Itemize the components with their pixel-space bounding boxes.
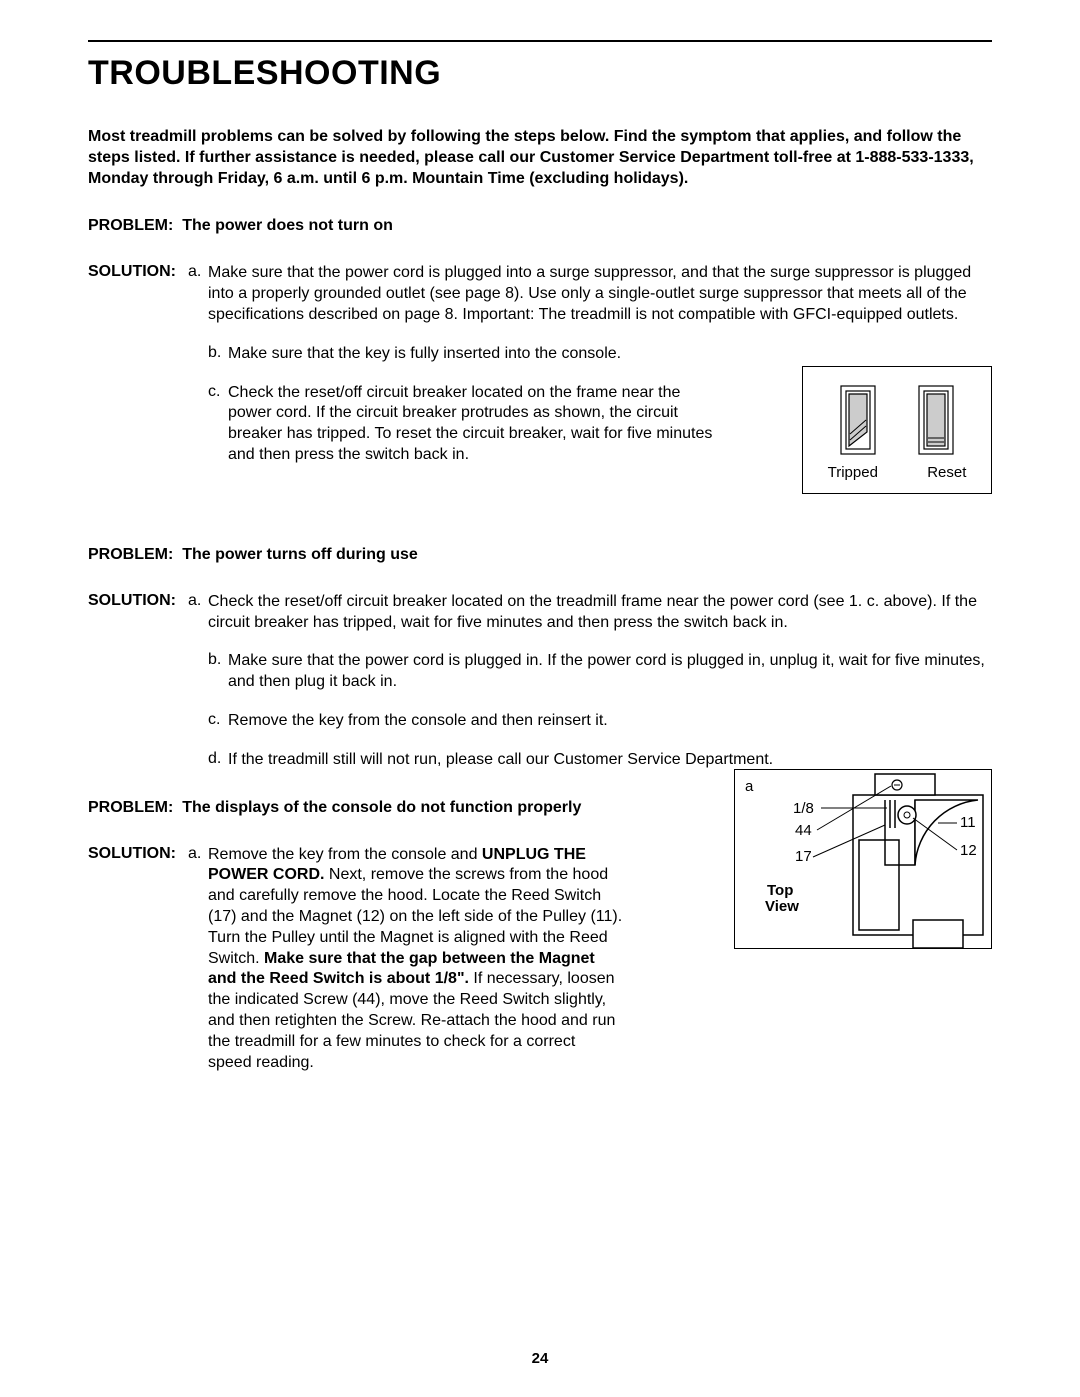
solution-text: Remove the key from the console and UNPL… (208, 845, 623, 1074)
diagram-reed-switch-label: 17 (795, 848, 812, 865)
diagram-letter: a (745, 778, 753, 795)
reset-label: Reset (927, 464, 966, 481)
solution-text: Make sure that the power cord is plugged… (208, 263, 992, 325)
solution-text: Make sure that the key is fully inserted… (228, 344, 992, 365)
problem-1-title: The power does not turn on (182, 217, 393, 234)
solution-letter: d. (208, 750, 228, 768)
problem-2-solution-b: b. Make sure that the power cord is plug… (88, 651, 992, 693)
diagram-magnet-label: 12 (960, 842, 977, 859)
reed-switch-svg (735, 770, 993, 950)
solution-letter: a. (188, 263, 208, 281)
page-title: TROUBLESHOOTING (88, 54, 992, 93)
tripped-switch-icon (839, 384, 877, 456)
problem-label: PROBLEM: (88, 799, 173, 816)
reset-switch-icon (917, 384, 955, 456)
solution-letter: c. (208, 711, 228, 729)
problem-label: PROBLEM: (88, 217, 173, 234)
problem-3-title: The displays of the console do not funct… (182, 799, 581, 816)
diagram-view-label: View (765, 898, 799, 915)
problem-1-solution-a: SOLUTION: a. Make sure that the power co… (88, 263, 992, 325)
solution-letter: b. (208, 344, 228, 362)
solution-letter: b. (208, 651, 228, 669)
problem-2-solution-c: c. Remove the key from the console and t… (88, 711, 992, 732)
solution-text: Check the reset/off circuit breaker loca… (208, 592, 992, 634)
tripped-label: Tripped (828, 464, 878, 481)
diagram-gap-label: 1/8 (793, 800, 814, 817)
solution-label: SOLUTION: (88, 592, 188, 610)
problem-1-solution-b: b. Make sure that the key is fully inser… (88, 344, 992, 365)
circuit-breaker-diagram: Tripped Reset (802, 366, 992, 494)
solution-label: SOLUTION: (88, 263, 188, 281)
problem-2-solution-d: d. If the treadmill still will not run, … (88, 750, 992, 771)
diagram-screw-label: 44 (795, 822, 812, 839)
page-number: 24 (0, 1350, 1080, 1367)
solution-text: Check the reset/off circuit breaker loca… (228, 383, 718, 466)
solution-letter: a. (188, 845, 208, 863)
problem-1-heading: PROBLEM: The power does not turn on (88, 217, 992, 235)
problem-2-solution-a: SOLUTION: a. Check the reset/off circuit… (88, 592, 992, 634)
solution-text: If the treadmill still will not run, ple… (228, 750, 992, 771)
diagram-top-label: Top (767, 882, 793, 899)
reed-switch-diagram: a 1/8 44 17 11 12 Top View (734, 769, 992, 949)
solution-text: Remove the key from the console and then… (228, 711, 992, 732)
top-rule (88, 40, 992, 42)
solution-label: SOLUTION: (88, 845, 188, 863)
solution-letter: a. (188, 592, 208, 610)
solution-letter: c. (208, 383, 228, 401)
intro-text: Most treadmill problems can be solved by… (88, 127, 992, 189)
solution-text: Make sure that the power cord is plugged… (228, 651, 992, 693)
problem-label: PROBLEM: (88, 546, 173, 563)
problem-2-title: The power turns off during use (182, 546, 418, 563)
problem-2-heading: PROBLEM: The power turns off during use (88, 546, 992, 564)
diagram-pulley-label: 11 (960, 814, 976, 831)
